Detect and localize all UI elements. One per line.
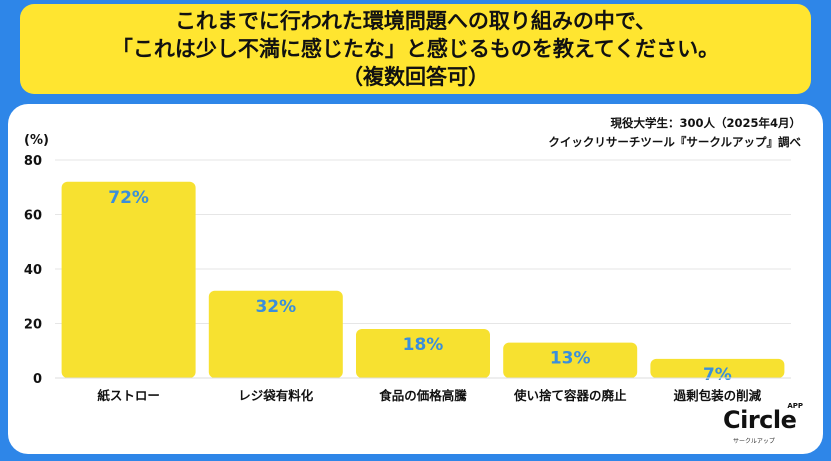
title-line-1: これまでに行われた環境問題への取り組みの中で、	[174, 9, 657, 33]
logo-app-tag: APP	[787, 402, 803, 410]
y-tick-label: 80	[24, 154, 42, 169]
bar-value-label: 13%	[550, 349, 591, 369]
x-category-label: 紙ストロー	[97, 388, 160, 403]
title-box: これまでに行われた環境問題への取り組みの中で、 「これは少し不満に感じたな」と感…	[20, 4, 811, 94]
bar-chart: (%) 0 20 40 60 80 72% 紙ストロー 32% レジ袋有料化 18% 食品の価格高騰 1…	[24, 133, 791, 403]
source-line-2: クイックリサーチツール『サークルアップ』調べ	[548, 135, 801, 149]
bar	[208, 290, 343, 378]
chart-panel: 現役大学生：300人（2025年4月） クイックリサーチツール『サークルアップ』…	[8, 104, 823, 454]
bar-value-label: 7%	[703, 365, 732, 385]
y-tick-label: 20	[24, 318, 42, 333]
x-category-label: 過剰包装の削減	[673, 388, 762, 403]
source-note: 現役大学生：300人（2025年4月） クイックリサーチツール『サークルアップ』…	[548, 114, 801, 152]
y-axis-unit-label: (%)	[24, 133, 49, 148]
logo-subtitle: サークルアップ	[733, 438, 775, 445]
y-tick-label: 60	[24, 209, 42, 224]
x-category-label: 食品の価格高騰	[378, 388, 467, 403]
x-category-label: 使い捨て容器の廃止	[513, 388, 627, 403]
bar	[61, 181, 196, 378]
x-category-label: レジ袋有料化	[238, 388, 314, 403]
y-tick-label: 40	[24, 263, 42, 278]
title-line-2: 「これは少し不満に感じたな」と感じるものを教えてください。	[111, 37, 720, 61]
y-tick-label: 0	[33, 372, 42, 387]
circle-app-logo: Circle APP サークルアップ	[723, 402, 803, 446]
logo-word: Circle	[723, 406, 797, 434]
bar	[650, 358, 785, 378]
bar	[356, 328, 490, 378]
title-line-3: （複数回答可）	[342, 65, 489, 89]
source-line-1: 現役大学生：300人（2025年4月）	[610, 116, 801, 130]
bar	[503, 342, 638, 378]
bar-value-label: 72%	[108, 188, 149, 208]
bar-value-label: 32%	[255, 297, 296, 317]
bar-value-label: 18%	[403, 335, 444, 355]
